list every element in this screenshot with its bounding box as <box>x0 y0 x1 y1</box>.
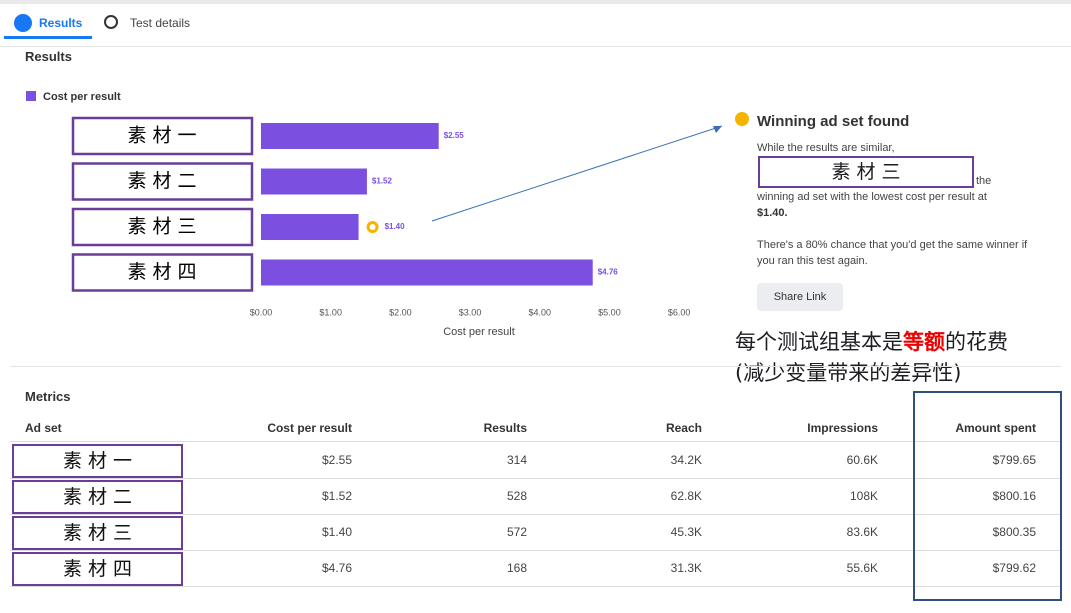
divider <box>10 366 1061 367</box>
table-cell: $1.40 <box>321 525 352 539</box>
annotation-text: 每个测试组基本是 <box>735 330 903 354</box>
details-icon <box>104 15 118 29</box>
x-tick-label: $2.00 <box>389 307 412 317</box>
table-cell: 31.3K <box>670 561 702 575</box>
table-cell: $800.16 <box>992 489 1036 503</box>
category-box <box>71 253 254 292</box>
table-cell: 168 <box>506 561 527 575</box>
annotation: (减少变量带来的差异性) <box>735 361 962 385</box>
winner-text: winning ad set with the lowest cost per … <box>757 191 987 203</box>
tab[interactable]: Test details <box>130 16 191 30</box>
value-label: $1.52 <box>372 177 393 186</box>
bar <box>261 259 593 286</box>
column-header: Reach <box>665 421 702 435</box>
category-label: 素 材 四 <box>127 261 196 283</box>
bar <box>261 123 439 149</box>
metrics-title: Metrics <box>25 389 71 404</box>
x-tick-label: $6.00 <box>668 307 691 317</box>
column-header: Cost per result <box>267 421 352 435</box>
divider <box>0 46 1071 47</box>
table-cell: 45.3K <box>670 525 702 539</box>
row-divider <box>10 441 1061 442</box>
category-label: 素 材 三 <box>127 216 196 238</box>
category-box <box>71 207 254 247</box>
bar <box>261 168 367 195</box>
legend-swatch <box>26 91 36 101</box>
row-divider <box>10 586 1061 587</box>
ad-set-cell: 素 材 三 <box>12 516 183 550</box>
winner-amount: $1.40. <box>757 207 788 219</box>
tab-underline <box>4 36 92 39</box>
winner-icon <box>735 112 749 126</box>
x-tick-label: $1.00 <box>319 307 342 317</box>
table-cell: 60.6K <box>846 453 878 467</box>
winner-ad-set: 素 材 三 <box>758 156 974 188</box>
category-box <box>71 162 254 201</box>
category-box <box>71 116 254 156</box>
table-cell: 83.6K <box>846 525 878 539</box>
ad-set-cell: 素 材 四 <box>12 552 183 586</box>
annotation-text: 的花费 <box>945 330 1008 354</box>
annotation: 每个测试组基本是等额的花费 <box>735 326 1008 356</box>
column-header: Results <box>483 421 527 435</box>
table-cell: $1.52 <box>321 489 352 503</box>
column-header: Impressions <box>807 421 878 435</box>
row-divider <box>10 478 1061 479</box>
winner-text: While the results are similar, <box>757 142 895 154</box>
column-header: Amount spent <box>955 421 1036 435</box>
legend-label: Cost per result <box>43 91 121 103</box>
annotation-emphasis: 等额 <box>903 330 945 354</box>
value-label: $1.40 <box>385 222 406 231</box>
category-label: 素 材 二 <box>127 170 196 192</box>
column-header: Ad set <box>25 421 62 435</box>
value-label: $2.55 <box>444 131 465 140</box>
highlight-box <box>913 391 1062 601</box>
table-cell: $800.35 <box>992 525 1036 539</box>
winner-chance: There's a 80% chance that you'd get the … <box>757 239 1028 267</box>
x-tick-label: $5.00 <box>598 307 621 317</box>
share-button[interactable]: Share Link <box>757 283 843 311</box>
category-label: 素 材 一 <box>127 125 196 147</box>
x-tick-label: $3.00 <box>459 307 482 317</box>
value-label: $4.76 <box>598 268 619 277</box>
winner-title: Winning ad set found <box>757 113 910 130</box>
table-cell: 572 <box>506 525 527 539</box>
table-cell: 108K <box>849 489 878 503</box>
table-cell: 528 <box>506 489 527 503</box>
arrow-head <box>713 126 722 133</box>
x-axis-label: Cost per result <box>443 326 515 338</box>
x-tick-label: $4.00 <box>528 307 551 317</box>
row-divider <box>10 514 1061 515</box>
arrow <box>431 125 723 222</box>
table-cell: 62.8K <box>670 489 702 503</box>
x-tick-label: $0.00 <box>250 307 273 317</box>
table-cell: 55.6K <box>846 561 878 575</box>
results-icon <box>14 14 32 32</box>
table-cell: 314 <box>506 453 527 467</box>
table-cell: 34.2K <box>670 453 702 467</box>
ad-set-cell: 素 材 一 <box>12 444 183 478</box>
section-title: Results <box>25 49 72 64</box>
chart: Cost per result Cost per result $0.00 $1.… <box>26 91 723 338</box>
table-cell: $4.76 <box>321 561 352 575</box>
row-divider <box>10 550 1061 551</box>
table-cell: $2.55 <box>321 453 352 467</box>
winner-text: the <box>976 175 992 187</box>
top-border <box>0 0 1071 4</box>
bar <box>261 214 359 240</box>
tab[interactable]: Results <box>39 16 83 30</box>
table-cell: $799.62 <box>992 561 1036 575</box>
ad-set-cell: 素 材 二 <box>12 480 183 514</box>
winner-badge <box>366 221 379 233</box>
table-cell: $799.65 <box>992 453 1036 467</box>
